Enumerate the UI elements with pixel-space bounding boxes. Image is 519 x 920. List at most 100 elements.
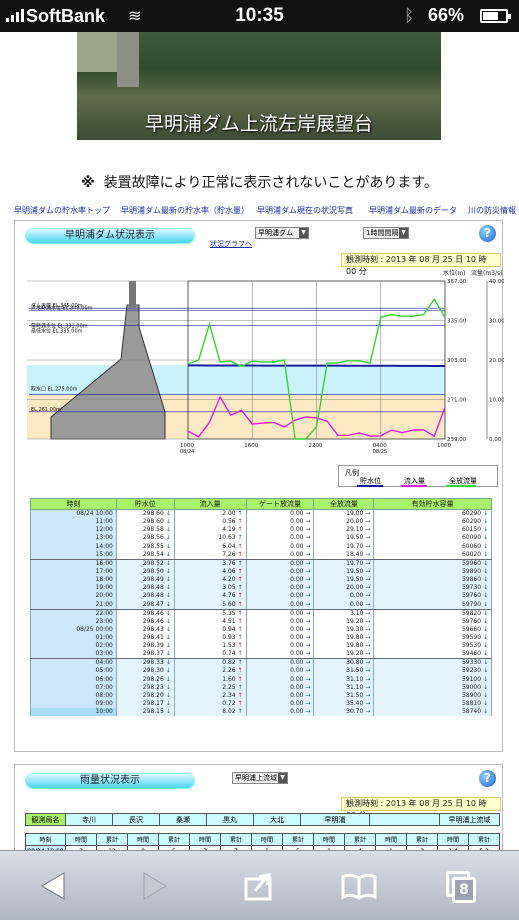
share-icon[interactable] (243, 869, 277, 903)
help-icon[interactable]: ? (479, 770, 496, 787)
battery-icon (480, 9, 511, 23)
cell-value: 35.40 → (313, 700, 375, 709)
cell-time: 01:00 (30, 633, 117, 643)
cell-time: 09:00 (30, 700, 117, 709)
cell-value: 19.50 → (313, 575, 375, 585)
chevron-down-icon: ▼ (299, 228, 308, 238)
cell-value: 0.00 → (245, 683, 315, 692)
cell-value: 60290 ↓ (373, 518, 492, 527)
cell-value: 0.93 ↑ (173, 633, 247, 643)
cell-value: 58900 ↓ (373, 691, 492, 700)
rain-sub-header: 累計 (468, 833, 500, 846)
col-storage: 有効貯水容量 (373, 498, 492, 510)
cell-value: 18.40 → (313, 550, 375, 560)
table-row: 23:00 298.46 ↓ 4.51 ↑ 0.00 → 19.20 → 59760 ↓ (30, 617, 492, 626)
cell-value: 0.00 → (245, 575, 315, 585)
area-select[interactable]: 早明浦上流域 ▼ (232, 772, 288, 784)
tabs-button[interactable]: 8 (444, 869, 478, 903)
cell-value: 31.10 → (313, 683, 375, 692)
carrier-label: SoftBank (26, 6, 106, 26)
legend-title: 凡例 (345, 469, 359, 477)
cell-time: 06:00 (30, 675, 117, 684)
col-outflow: 全放流量 (313, 498, 375, 510)
dam-tower (129, 281, 136, 307)
cell-value: 19.70 → (313, 542, 375, 551)
cell-value: 298.23 ↓ (115, 683, 175, 692)
cell-value: 19.00 → (313, 509, 375, 518)
cell-value: 0.00 → (245, 550, 315, 560)
legend-outflow: 全放流量 (449, 477, 477, 485)
rain-col-time: 時刻 (25, 833, 66, 846)
table-row: 01:00 298.41 ↓ 0.93 ↑ 0.00 → 19.80 → 59590 ↓ (30, 633, 492, 643)
cell-value: 59820 ↓ (373, 609, 492, 618)
cell-value: 2.25 ↑ (173, 683, 247, 692)
link-latest-rate[interactable]: 早明浦ダム最新の貯水率（貯水量） (121, 206, 249, 215)
rain-sub-header: 時間 (65, 833, 97, 846)
link-photo[interactable]: 早明浦ダム現在の状況写真 (257, 206, 353, 215)
nav-links: 早明浦ダムの貯水率トップ 早明浦ダム最新の貯水率（貯水量） 早明浦ダム現在の状況… (0, 205, 519, 219)
series-line-貯水位 (188, 364, 445, 367)
cell-value: 0.00 → (313, 592, 375, 601)
back-icon[interactable] (38, 869, 68, 903)
cell-value: 60020 ↓ (373, 550, 492, 560)
table-row: 06:00 298.26 ↓ 1.60 ↑ 0.00 → 31.10 → 59100 ↓ (30, 675, 492, 684)
signal-icon (6, 9, 24, 22)
cell-value: 0.00 → (245, 518, 315, 527)
cell-time: 20:00 (30, 592, 117, 601)
cell-value: 2.26 ↑ (173, 667, 247, 676)
x-tick: 1000 (180, 443, 194, 449)
cell-value: 0.00 → (245, 617, 315, 626)
graph-link[interactable]: 状況グラフへ (210, 240, 252, 248)
cell-value: 0.94 ↑ (173, 625, 247, 634)
x-tick: 1600 (244, 443, 258, 449)
rain-cell: 5.3 (468, 845, 500, 851)
photo-caption: 早明浦ダム上流左岸展望台 (144, 113, 373, 135)
cell-value: 19.80 → (313, 642, 375, 651)
table-row: 21:00 298.47 ↓ 5.60 ↑ 0.00 → 0.00 → 59790 ↓ (30, 600, 492, 610)
cell-value: 31.10 → (313, 675, 375, 684)
col-time: 時刻 (30, 498, 117, 510)
forward-icon[interactable] (140, 869, 170, 903)
cell-time: 21:00 (30, 600, 117, 610)
help-icon[interactable]: ? (479, 225, 496, 242)
cell-value: 4.20 ↑ (173, 575, 247, 585)
series-line-流入量 (187, 395, 446, 438)
y-right-tick: 0.00 (489, 437, 502, 443)
cell-value: 298.55 ↓ (115, 542, 175, 551)
bookmarks-icon[interactable] (340, 869, 378, 903)
cell-value: 298.37 ↓ (115, 650, 175, 660)
cell-value: 0.00 → (245, 600, 315, 610)
cell-time: 16:00 (30, 559, 117, 568)
cell-time: 02:00 (30, 642, 117, 651)
cell-time: 19:00 (30, 584, 117, 593)
cell-time: 10:00 (30, 708, 117, 717)
interval-select[interactable]: 1時間間隔 ▼ (363, 227, 409, 239)
rain-sub-header: 累計 (220, 833, 252, 846)
table-row: 05:00 298.30 ↓ 2.26 ↑ 0.00 → 31.50 → 59230 ↓ (30, 667, 492, 676)
dam-data-table: 時刻 貯水位 流入量 ゲート放流量 全放流量 有効貯水容量 08/24 10:0… (30, 498, 492, 717)
table-row: 02:00 298.39 ↓ 1.53 ↑ 0.00 → 19.80 → 59530 ↓ (30, 642, 492, 651)
cell-value: 298.41 ↓ (115, 633, 175, 643)
cell-value: 3.05 ↑ (173, 584, 247, 593)
rain-sub-header: 累計 (158, 833, 190, 846)
cell-value: 59730 ↓ (373, 584, 492, 593)
cell-value: 30.80 → (313, 658, 375, 668)
link-latest-data[interactable]: 早明浦ダム最新のデータ (369, 206, 457, 215)
cell-value: 0.00 → (245, 658, 315, 668)
y-right-tick: 10.00 (489, 398, 504, 404)
dam-panel-title: 早明浦ダム状況表示 (25, 228, 195, 244)
rain-sub-header: 時間 (437, 833, 469, 846)
station-name: 早明浦 (300, 813, 370, 826)
col-inflow: 流入量 (173, 498, 247, 510)
cell-value: 298.52 ↓ (115, 559, 175, 568)
cell-value: 298.33 ↓ (115, 658, 175, 668)
link-river-info[interactable]: 川の防災情報 (468, 206, 516, 215)
dam-select[interactable]: 早明浦ダム ▼ (255, 227, 309, 239)
cell-value: 59660 ↓ (373, 625, 492, 634)
cell-value: 0.82 ↑ (173, 658, 247, 668)
x-tick: 0400 (373, 443, 387, 449)
cell-value: 59590 ↓ (373, 633, 492, 643)
link-rate-top[interactable]: 早明浦ダムの貯水率トップ (14, 206, 110, 215)
cell-value: 298.47 ↓ (115, 600, 175, 610)
